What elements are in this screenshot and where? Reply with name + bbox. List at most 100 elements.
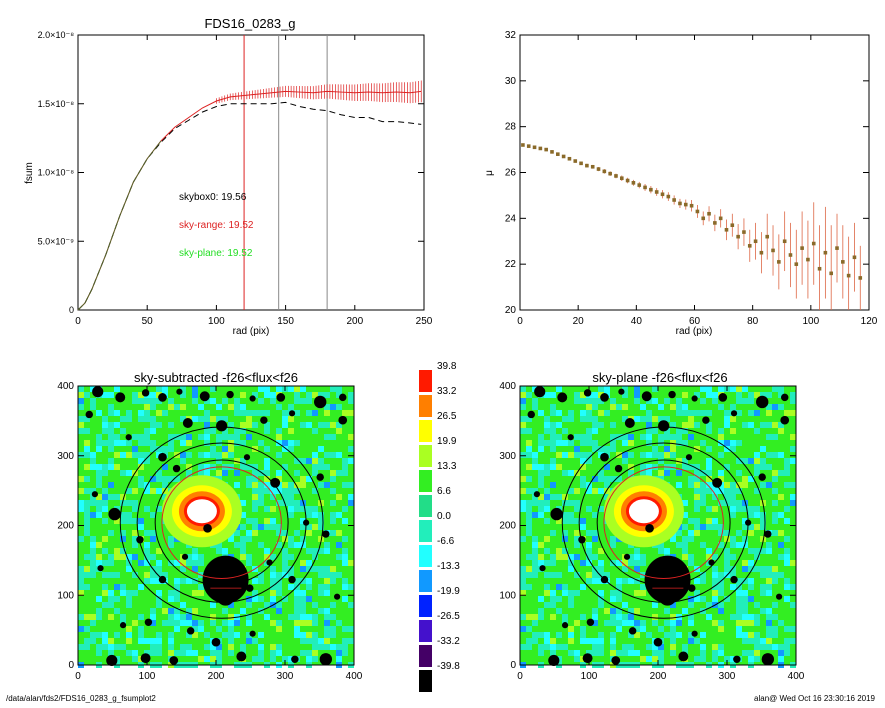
image-pixel xyxy=(754,638,760,644)
image-pixel xyxy=(324,584,330,590)
image-pixel xyxy=(318,638,324,644)
image-pixel xyxy=(706,386,712,392)
x-tick-label: 150 xyxy=(277,316,294,327)
image-pixel xyxy=(342,458,348,464)
image-pixel xyxy=(270,596,276,602)
image-pixel xyxy=(306,524,312,530)
image-pixel xyxy=(276,626,282,632)
image-pixel xyxy=(306,656,312,662)
y-tick-label: 20 xyxy=(505,305,517,316)
image-pixel xyxy=(84,530,90,536)
image-pixel xyxy=(652,614,658,620)
image-pixel xyxy=(730,446,736,452)
image-pixel xyxy=(120,644,126,650)
image-pixel xyxy=(592,554,598,560)
x-tick-label: 80 xyxy=(747,316,759,327)
image-pixel xyxy=(520,398,526,404)
masked-star xyxy=(578,536,586,544)
image-pixel xyxy=(192,560,198,566)
image-pixel xyxy=(282,560,288,566)
annotation-sky-plane: sky-plane: 19.52 xyxy=(179,248,253,259)
image-pixel xyxy=(144,506,150,512)
image-pixel xyxy=(790,434,796,440)
image-pixel xyxy=(664,470,670,476)
image-pixel xyxy=(264,446,270,452)
image-pixel xyxy=(126,554,132,560)
image-pixel xyxy=(174,584,180,590)
image-pixel xyxy=(312,554,318,560)
colorbar-swatch xyxy=(419,395,432,417)
image-pixel xyxy=(784,482,790,488)
image-pixel xyxy=(264,524,270,530)
image-pixel xyxy=(772,512,778,518)
image-pixel xyxy=(730,554,736,560)
image-pixel xyxy=(784,650,790,656)
image-pixel xyxy=(760,446,766,452)
image-pixel xyxy=(616,614,622,620)
masked-star xyxy=(641,391,652,402)
image-pixel xyxy=(712,524,718,530)
image-pixel xyxy=(324,644,330,650)
image-pixel xyxy=(748,410,754,416)
image-pixel xyxy=(784,554,790,560)
image-pixel xyxy=(336,512,342,518)
image-pixel xyxy=(84,638,90,644)
image-pixel xyxy=(526,512,532,518)
data-point xyxy=(614,174,618,178)
image-pixel xyxy=(108,482,114,488)
image-pixel xyxy=(682,404,688,410)
image-pixel xyxy=(276,524,282,530)
image-pixel xyxy=(186,560,192,566)
image-pixel xyxy=(324,422,330,428)
image-pixel xyxy=(210,428,216,434)
data-point xyxy=(765,234,770,239)
image-pixel xyxy=(718,500,724,506)
data-point xyxy=(544,147,548,152)
image-pixel xyxy=(282,494,288,500)
image-pixel xyxy=(324,632,330,638)
image-pixel xyxy=(634,386,640,392)
image-pixel xyxy=(90,542,96,548)
image-pixel xyxy=(300,386,306,392)
image-pixel xyxy=(312,620,318,626)
image-pixel xyxy=(300,614,306,620)
image-pixel xyxy=(532,638,538,644)
image-pixel xyxy=(574,554,580,560)
image-pixel xyxy=(210,386,216,392)
image-pixel xyxy=(240,608,246,614)
image-pixel xyxy=(282,488,288,494)
image-pixel xyxy=(646,440,652,446)
data-point xyxy=(637,183,642,187)
image-pixel xyxy=(234,404,240,410)
image-pixel xyxy=(748,584,754,590)
image-pixel xyxy=(742,608,748,614)
image-pixel xyxy=(520,536,526,542)
image-pixel xyxy=(84,518,90,524)
image-pixel xyxy=(718,644,724,650)
masked-star xyxy=(758,473,766,481)
image-pixel xyxy=(538,470,544,476)
image-pixel xyxy=(270,572,276,578)
image-pixel xyxy=(598,476,604,482)
image-pixel xyxy=(240,392,246,398)
masked-star xyxy=(645,524,654,533)
image-pixel xyxy=(658,650,664,656)
image-pixel xyxy=(276,470,282,476)
image-pixel xyxy=(114,494,120,500)
image-pixel xyxy=(610,614,616,620)
image-pixel xyxy=(108,590,114,596)
image-pixel xyxy=(180,620,186,626)
image-pixel xyxy=(778,392,784,398)
image-pixel xyxy=(312,470,318,476)
image-pixel xyxy=(718,386,724,392)
image-pixel xyxy=(114,410,120,416)
image-pixel xyxy=(258,632,264,638)
image-pixel xyxy=(550,650,556,656)
image-pixel xyxy=(156,446,162,452)
image-pixel xyxy=(760,464,766,470)
image-pixel xyxy=(162,446,168,452)
image-pixel xyxy=(210,452,216,458)
image-pixel xyxy=(742,614,748,620)
masked-star xyxy=(288,410,296,417)
